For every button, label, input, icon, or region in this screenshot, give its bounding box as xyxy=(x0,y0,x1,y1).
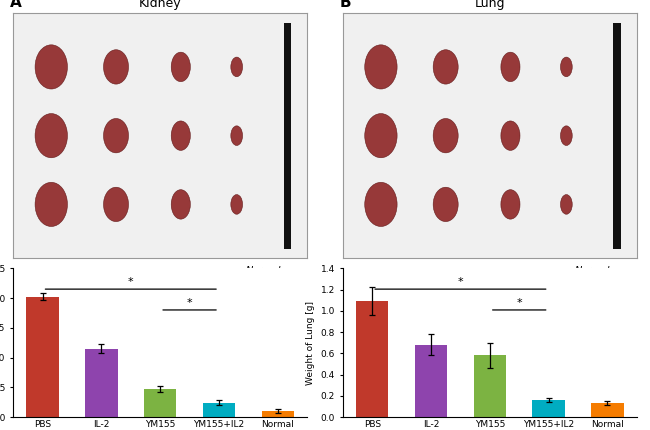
Text: A: A xyxy=(10,0,22,10)
Text: Normal: Normal xyxy=(575,266,610,276)
Text: Kidney: Kidney xyxy=(139,0,181,10)
Text: *: * xyxy=(516,298,522,308)
Ellipse shape xyxy=(35,182,68,227)
Y-axis label: Weight of Lung [g]: Weight of Lung [g] xyxy=(306,301,315,385)
Bar xyxy=(474,356,506,417)
Ellipse shape xyxy=(365,182,397,227)
Bar xyxy=(284,23,291,249)
Bar xyxy=(356,301,389,417)
Ellipse shape xyxy=(560,195,572,214)
Ellipse shape xyxy=(365,114,397,158)
Text: *: * xyxy=(128,277,134,287)
Ellipse shape xyxy=(501,52,520,82)
Ellipse shape xyxy=(171,52,190,82)
Bar xyxy=(415,345,447,417)
Ellipse shape xyxy=(560,57,572,77)
Ellipse shape xyxy=(103,119,129,153)
Ellipse shape xyxy=(171,121,190,150)
Bar xyxy=(144,389,176,417)
Text: *: * xyxy=(187,298,192,308)
Bar xyxy=(85,349,118,417)
Ellipse shape xyxy=(103,187,129,221)
Ellipse shape xyxy=(231,195,242,214)
Text: *: * xyxy=(458,277,463,287)
Text: Normal: Normal xyxy=(246,266,281,276)
Ellipse shape xyxy=(35,114,68,158)
Bar xyxy=(261,411,294,417)
Ellipse shape xyxy=(501,190,520,219)
Bar xyxy=(592,403,623,417)
Ellipse shape xyxy=(433,187,458,221)
Text: B: B xyxy=(340,0,352,10)
Bar xyxy=(614,23,621,249)
Ellipse shape xyxy=(103,50,129,84)
Ellipse shape xyxy=(171,190,190,219)
Ellipse shape xyxy=(231,57,242,77)
Ellipse shape xyxy=(433,50,458,84)
Ellipse shape xyxy=(231,126,242,145)
Text: Lung: Lung xyxy=(474,0,505,10)
Bar xyxy=(203,403,235,417)
Bar xyxy=(27,297,58,417)
Ellipse shape xyxy=(501,121,520,150)
Ellipse shape xyxy=(365,45,397,89)
Ellipse shape xyxy=(560,126,572,145)
Ellipse shape xyxy=(433,119,458,153)
Bar xyxy=(532,400,565,417)
Ellipse shape xyxy=(35,45,68,89)
